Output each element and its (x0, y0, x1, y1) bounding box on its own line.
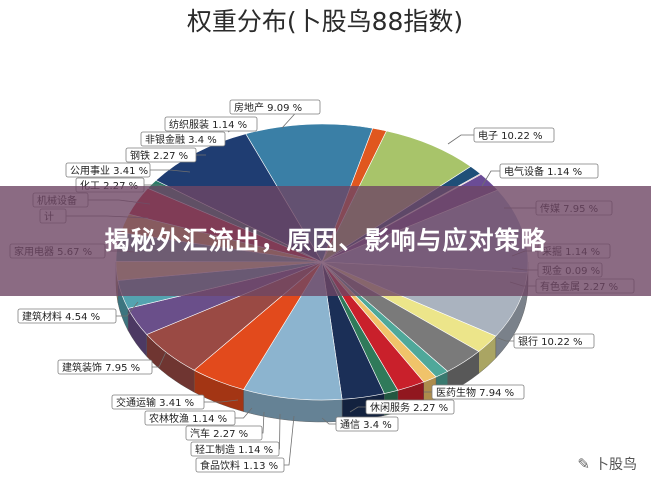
slice-label: 银行 10.22 % (518, 335, 583, 348)
slice-label-box (431, 384, 525, 400)
slice-label-box (365, 399, 455, 415)
leader-line (481, 170, 500, 187)
slice-label-box (229, 99, 321, 115)
slice-label: 房地产 9.09 % (234, 101, 302, 114)
slice-label: 建筑装饰 7.95 % (62, 361, 140, 374)
slice-label-box (65, 162, 151, 178)
leader-line (497, 337, 514, 342)
slice-label-box (190, 441, 280, 457)
leader-line (116, 301, 139, 317)
pie-slice (243, 261, 343, 401)
slice-label: 公用事业 3.41 % (70, 164, 148, 177)
slice-label: 纺织服装 1.14 % (169, 118, 247, 131)
slice-label: 食品饮料 1.13 % (200, 459, 278, 472)
leader-line (284, 415, 295, 466)
slice-label-box (164, 116, 258, 132)
chart-title: 权重分布(卜股鸟88指数) (187, 7, 463, 36)
slice-label-box (57, 359, 153, 375)
slice-label-box (17, 308, 117, 324)
slice-label: 非银金融 3.4 % (145, 133, 217, 146)
headline-banner[interactable]: 揭秘外汇流出，原因、影响与应对策略 (0, 186, 651, 296)
slice-label-box (195, 457, 285, 473)
leader-line (235, 407, 253, 419)
slice-label: 钢铁 2.27 % (130, 149, 188, 162)
watermark: ✎ 卜股鸟 (577, 454, 637, 474)
wechat-icon: ✎ (577, 455, 590, 473)
leader-line (150, 169, 191, 173)
slice-label: 汽车 2.27 % (190, 427, 248, 440)
leader-line (321, 417, 336, 425)
slice-label: 建筑材料 4.54 % (22, 310, 100, 323)
slice-label: 电子 10.22 % (478, 129, 543, 142)
slice-label-box (140, 131, 226, 147)
slice-label: 通信 3.4 % (340, 419, 392, 431)
slice-label: 医药生物 7.94 % (436, 386, 514, 399)
slice-label-box (499, 163, 599, 179)
slice-label: 交通运输 3.41 % (116, 396, 194, 409)
slice-label-box (335, 416, 399, 432)
leader-line (152, 351, 167, 368)
leader-line (349, 406, 366, 413)
slice-label: 休闲服务 2.27 % (370, 401, 448, 414)
slice-label: 农林牧渔 1.14 % (149, 412, 227, 425)
slice-label-box (111, 394, 205, 410)
slice-label-box (473, 127, 555, 143)
leader-line (204, 399, 239, 403)
slice-label-box (125, 147, 197, 163)
watermark-text: 卜股鸟 (595, 457, 637, 473)
slice-label: 轻工制造 1.14 % (195, 443, 273, 456)
slice-label: 电气设备 1.14 % (504, 165, 582, 178)
slice-label-box (144, 410, 236, 426)
leader-line (447, 134, 474, 145)
slice-label-box (185, 425, 263, 441)
headline-text[interactable]: 揭秘外汇流出，原因、影响与应对策略 (104, 226, 547, 255)
slice-label-box (513, 333, 595, 349)
